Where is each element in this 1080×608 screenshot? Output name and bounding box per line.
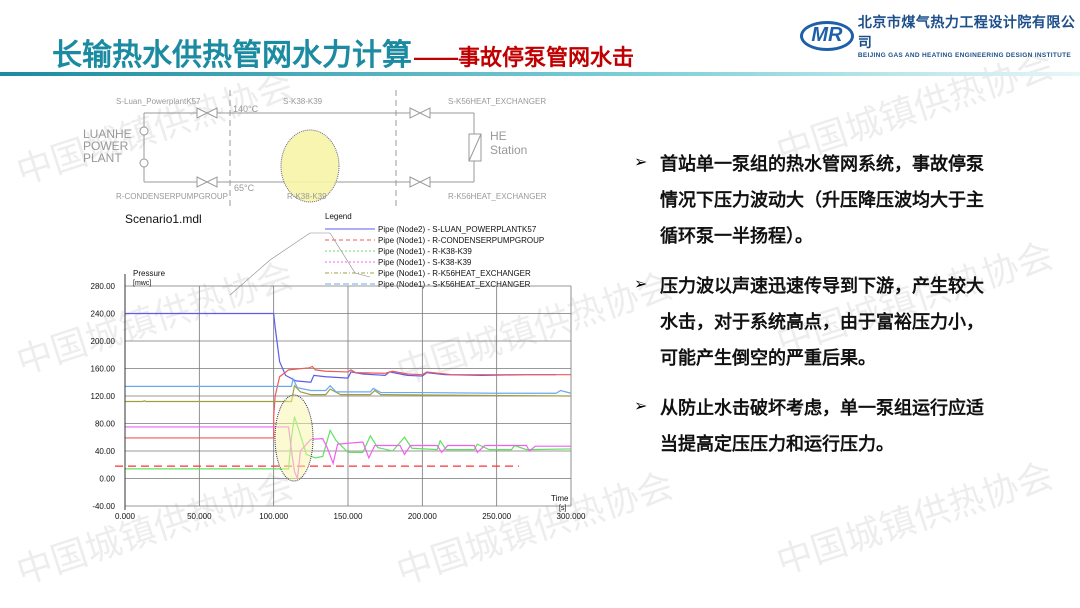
x-tick-label: 250.000 bbox=[482, 512, 511, 521]
x-tick-label: 100.000 bbox=[259, 512, 288, 521]
plant-label: LUANHE bbox=[83, 127, 132, 141]
page-title: 长输热水供热管网水力计算 ——事故停泵管网水击 bbox=[52, 30, 634, 74]
series-line bbox=[125, 384, 572, 403]
node-label: S-Luan_PowerplantK57 bbox=[116, 97, 201, 106]
title-underline bbox=[0, 72, 1080, 76]
legend-item: Pipe (Node1) - R-K38-K39 bbox=[378, 247, 472, 256]
x-axis-label: Time bbox=[551, 494, 569, 503]
series-line bbox=[125, 376, 572, 394]
y-tick-label: -40.00 bbox=[92, 502, 115, 511]
bullet-list: ➢ 首站单一泵组的热水管网系统，事故停泵情况下压力波动大（升压降压波均大于主循环泵… bbox=[634, 146, 994, 476]
supply-temp: 140°C bbox=[233, 104, 259, 114]
legend-item: Pipe (Node1) - S-K56HEAT_EXCHANGER bbox=[378, 280, 531, 289]
plant-label: POWER bbox=[83, 139, 129, 153]
company-logo: MR 北京市煤气热力工程设计院有限公司 BEIJING GAS AND HEAT… bbox=[800, 12, 1080, 59]
node-label: R-K56HEAT_EXCHANGER bbox=[448, 192, 547, 201]
station-label: HE bbox=[490, 129, 507, 143]
bullet-item: ➢ 首站单一泵组的热水管网系统，事故停泵情况下压力波动大（升压降压波均大于主循环泵… bbox=[634, 146, 994, 254]
series-line bbox=[125, 312, 557, 383]
logo-mark: MR bbox=[800, 20, 854, 51]
x-tick-label: 0.000 bbox=[115, 512, 136, 521]
scenario-file: Scenario1.mdl bbox=[125, 212, 202, 226]
arrow-right-icon: ➢ bbox=[634, 398, 648, 415]
legend-item: Pipe (Node1) - R-K56HEAT_EXCHANGER bbox=[378, 269, 531, 278]
x-tick-label: 200.000 bbox=[408, 512, 437, 521]
bullet-item: ➢ 压力波以声速迅速传导到下游，产生较大水击，对于系统高点，由于富裕压力小，可能产… bbox=[634, 268, 994, 376]
pressure-chart: Legend Pipe (Node2) - S-LUAN_POWERPLANTK… bbox=[91, 212, 586, 521]
legend-item: Pipe (Node1) - R-CONDENSERPUMPGROUP bbox=[378, 236, 544, 245]
y-axis-unit: [mwc] bbox=[133, 280, 151, 287]
title-subtitle: ——事故停泵管网水击 bbox=[414, 45, 635, 70]
x-tick-label: 300.000 bbox=[557, 512, 586, 521]
arrow-right-icon: ➢ bbox=[634, 276, 648, 293]
y-tick-label: 0.00 bbox=[99, 475, 115, 484]
x-tick-label: 50.000 bbox=[187, 512, 212, 521]
y-axis-label: Pressure bbox=[133, 269, 166, 278]
y-tick-label: 200.00 bbox=[91, 337, 116, 346]
y-tick-label: 240.00 bbox=[91, 310, 116, 319]
company-name-cn: 北京市煤气热力工程设计院有限公司 bbox=[857, 14, 1076, 50]
highlight-ellipse bbox=[274, 394, 314, 482]
x-axis-unit: [s] bbox=[559, 505, 566, 512]
series-line bbox=[125, 365, 571, 439]
node-label: S-K56HEAT_EXCHANGER bbox=[448, 97, 546, 106]
node-label: S-K38-K39 bbox=[283, 97, 323, 106]
network-schematic: S-Luan_PowerplantK57 R-CONDENSERPUMPGROU… bbox=[83, 90, 547, 226]
legend-item: Pipe (Node2) - S-LUAN_POWERPLANTK57 bbox=[378, 225, 537, 234]
arrow-right-icon: ➢ bbox=[634, 154, 648, 171]
y-tick-label: 40.00 bbox=[95, 447, 116, 456]
node-label: R-CONDENSERPUMPGROUP bbox=[116, 192, 228, 201]
title-main: 长输热水供热管网水力计算 bbox=[52, 39, 412, 72]
plant-label: PLANT bbox=[83, 151, 122, 165]
y-tick-label: 160.00 bbox=[91, 365, 116, 374]
bullet-item: ➢ 从防止水击破坏考虑，单一泵组运行应适当提高定压压力和运行压力。 bbox=[634, 390, 994, 462]
x-tick-label: 150.000 bbox=[334, 512, 363, 521]
y-tick-label: 80.00 bbox=[95, 420, 116, 429]
highlight-ellipse bbox=[280, 129, 340, 203]
legend-title: Legend bbox=[325, 212, 352, 221]
node-label: R-K38-K39 bbox=[287, 192, 327, 201]
return-temp: 65°C bbox=[234, 183, 255, 193]
company-name-en: BEIJING GAS AND HEATING ENGINEERING DESI… bbox=[857, 52, 1072, 59]
station-label: Station bbox=[490, 143, 527, 157]
y-tick-label: 120.00 bbox=[91, 392, 116, 401]
y-tick-label: 280.00 bbox=[91, 282, 116, 291]
legend-item: Pipe (Node1) - S-K38-K39 bbox=[378, 258, 472, 267]
